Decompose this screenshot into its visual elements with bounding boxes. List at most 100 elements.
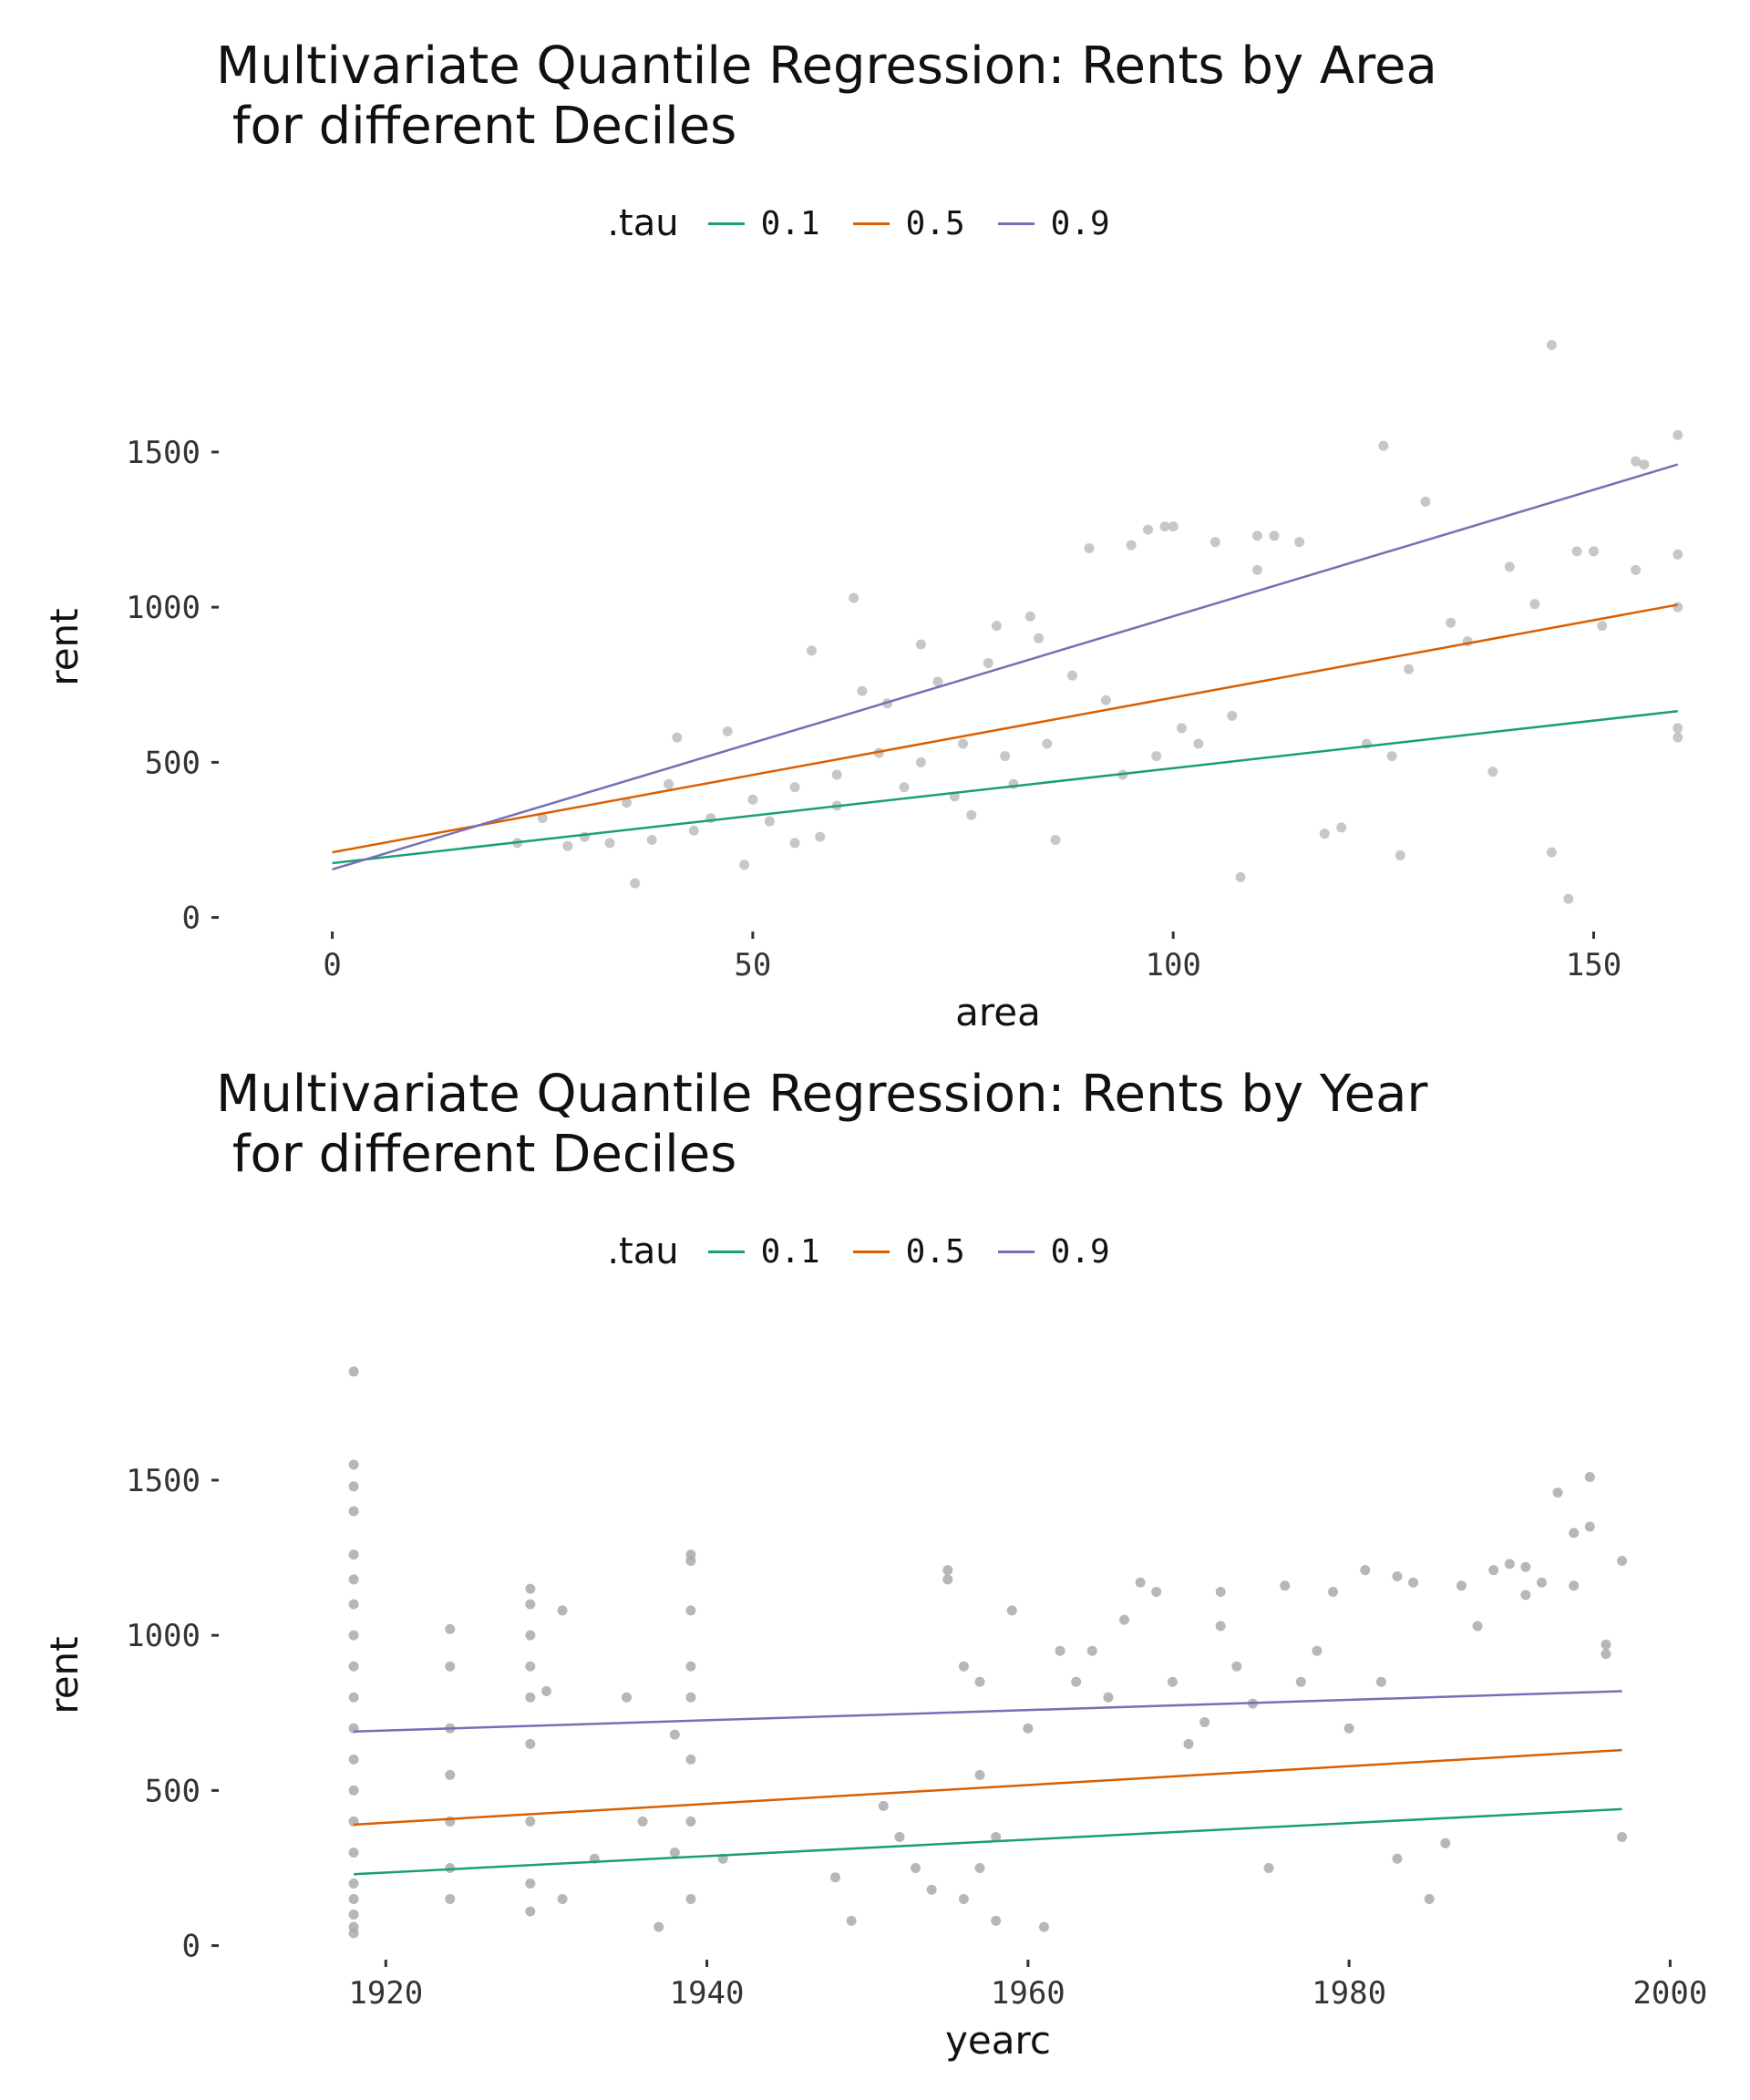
data-point [445, 1894, 456, 1905]
legend-item-tau-0.5: 0.5 [852, 205, 965, 242]
data-point [806, 645, 817, 656]
data-point [1360, 1565, 1371, 1576]
data-point [1404, 664, 1415, 674]
data-point [1631, 456, 1642, 467]
data-point [1520, 1561, 1531, 1572]
chart-title: Multivariate Quantile Regression: Rents … [216, 36, 1437, 156]
data-point [622, 798, 632, 808]
legend-title: .tau [607, 202, 679, 244]
data-point [1103, 1692, 1114, 1703]
data-point [1504, 561, 1515, 572]
data-point [1183, 1738, 1194, 1749]
data-point [958, 1661, 969, 1672]
data-point [685, 1894, 696, 1905]
data-point [991, 1831, 1002, 1842]
legend-key [707, 221, 745, 225]
data-point [1571, 546, 1582, 557]
legend-item-tau-0.9: 0.9 [997, 205, 1110, 242]
data-point [764, 816, 775, 827]
data-point [1050, 834, 1061, 845]
data-point [942, 1574, 953, 1585]
x-tick-label: 1920 [348, 1975, 423, 2012]
data-point [557, 1894, 568, 1905]
y-tick-label: 500 [145, 745, 201, 781]
chart-title: Multivariate Quantile Regression: Rents … [216, 1065, 1428, 1184]
x-tick-label: 1980 [1312, 1975, 1386, 2012]
data-point [1378, 440, 1389, 451]
data-point [1589, 546, 1600, 557]
data-point [525, 1879, 536, 1889]
data-point [974, 1676, 985, 1687]
data-point [1420, 496, 1431, 507]
legend-key [852, 221, 890, 225]
data-point [525, 1738, 536, 1749]
legend: .tau 0.1 0.5 0.9 [0, 202, 1750, 244]
data-point [899, 782, 910, 793]
data-point [664, 778, 674, 789]
data-point [1024, 611, 1035, 622]
legend-item-tau-0.1: 0.1 [707, 205, 820, 242]
data-point [1151, 1587, 1162, 1598]
quantile-line-0.9 [354, 1690, 1622, 1733]
data-point [1135, 1577, 1146, 1588]
x-tick-label: 2000 [1632, 1975, 1707, 2012]
data-point [1227, 710, 1238, 721]
data-point [1375, 1676, 1386, 1687]
x-tick-label: 0 [323, 947, 341, 983]
data-point [829, 1872, 840, 1883]
x-tick-label: 150 [1566, 947, 1621, 983]
data-point [348, 1910, 359, 1920]
x-tick-label: 100 [1145, 947, 1200, 983]
data-point [1210, 537, 1220, 548]
data-point [1617, 1555, 1628, 1566]
data-point [1424, 1894, 1435, 1905]
data-point [1159, 521, 1170, 532]
data-point [1000, 751, 1011, 762]
legend-item-tau-0.9: 0.9 [997, 1233, 1110, 1271]
data-point [604, 838, 615, 849]
data-point [445, 1661, 456, 1672]
data-point [348, 1549, 359, 1560]
legend-key [997, 221, 1035, 225]
data-point [525, 1630, 536, 1641]
data-point [685, 1605, 696, 1616]
data-point [1673, 723, 1683, 734]
data-point [348, 1879, 359, 1889]
data-point [1231, 1661, 1242, 1672]
data-point [685, 1754, 696, 1765]
data-point [1569, 1528, 1580, 1539]
data-point [525, 1661, 536, 1672]
data-point [1336, 822, 1347, 833]
data-point [915, 639, 926, 650]
data-point [722, 726, 733, 736]
data-point [974, 1862, 985, 1873]
data-point [1071, 1676, 1082, 1687]
legend-label: 0.5 [905, 1232, 965, 1271]
data-point [1294, 537, 1305, 548]
data-point [1193, 738, 1204, 749]
data-point [747, 794, 758, 805]
data-point [1312, 1645, 1323, 1656]
data-point [688, 825, 699, 836]
scatter-plot-rent-by-year: 0 500 1000 1500 1920 1940 1960 1980 2000 yearc ren… [42, 1366, 1707, 2063]
data-point [958, 1894, 969, 1905]
data-point [831, 769, 842, 780]
data-point [932, 676, 943, 687]
data-point [685, 1555, 696, 1566]
scatter-plot-rent-by-area: 0 500 1000 1500 0 50 100 150 area rent [42, 340, 1683, 1035]
data-point [1408, 1577, 1419, 1588]
data-point [1269, 530, 1280, 541]
data-point [348, 1574, 359, 1585]
data-point [348, 1692, 359, 1703]
data-point [1520, 1590, 1531, 1601]
data-point [1295, 1676, 1306, 1687]
data-point [1563, 893, 1574, 904]
data-point [1151, 751, 1162, 762]
data-point [525, 1692, 536, 1703]
data-point [445, 1623, 456, 1634]
data-point [525, 1583, 536, 1594]
data-point [1472, 1621, 1483, 1632]
quantile-line-0.5 [353, 1748, 1622, 1827]
data-point [983, 657, 993, 668]
data-point [1395, 850, 1405, 861]
